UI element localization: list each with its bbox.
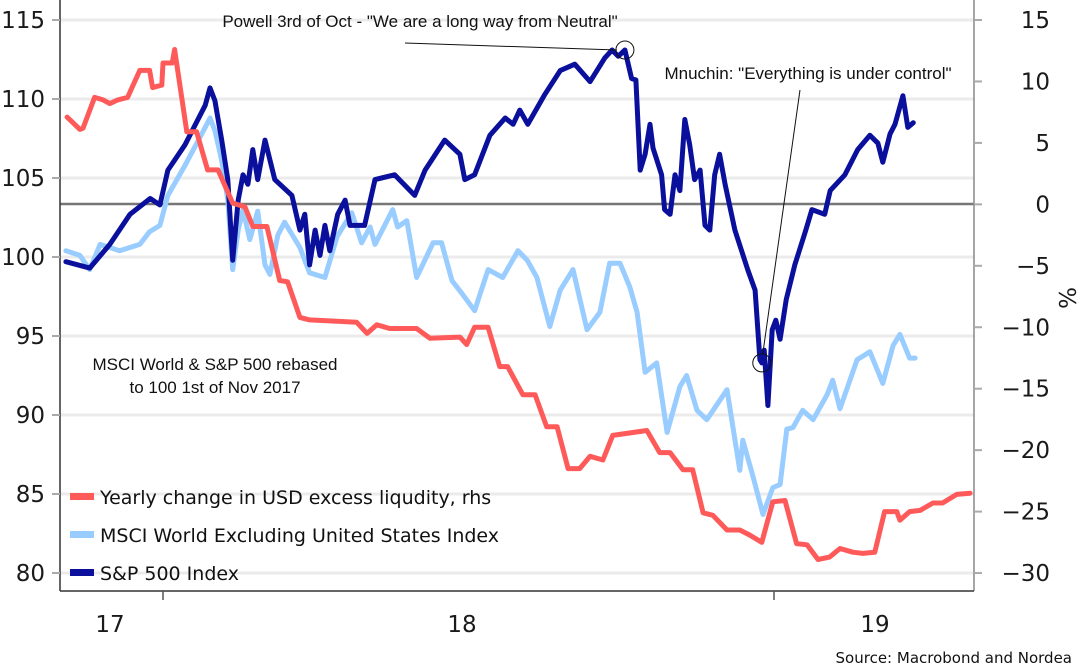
rebase-note-line-2: to 100 1st of Nov 2017 [129,378,300,397]
annotations: Powell 3rd of Oct - "We are a long way f… [222,12,952,373]
source-note: Source: Macrobond and Nordea [836,649,1072,667]
legend-swatch [70,531,94,538]
ticks: 11511010510095908580151050−5−10−15−20−25… [1,8,1050,638]
left-tick-label: 80 [16,561,45,587]
rebase-note-line-1: MSCI World & S&P 500 rebased [92,355,337,374]
annotation-mnuchin-marker [752,353,772,373]
right-tick-label: −15 [1001,377,1050,403]
annotation-powell: Powell 3rd of Oct - "We are a long way f… [222,12,617,31]
series-line-usd-liquidity [64,47,973,562]
legend-label: S&P 500 Index [100,563,239,585]
legend-label: MSCI World Excluding United States Index [100,525,499,547]
right-tick-label: −30 [1001,561,1050,587]
annotation-mnuchin-leader [762,89,801,354]
right-tick-label: −20 [1001,438,1050,464]
annotation-powell-leader [404,42,617,51]
left-tick-label: 85 [16,482,45,508]
series-group [63,47,973,562]
left-tick-label: 95 [16,324,45,350]
right-tick-label: 0 [1035,192,1050,218]
right-tick-label: −10 [1001,315,1050,341]
right-axis-label: % [1056,287,1080,309]
annotation-powell-marker [615,40,635,60]
legend-swatch [70,569,94,576]
right-tick-label: 15 [1021,8,1050,34]
left-tick-label: 100 [1,245,45,271]
left-tick-label: 115 [1,8,45,34]
legend: Yearly change in USD excess liqudity, rh… [70,487,499,585]
right-tick-label: −25 [1001,500,1050,526]
left-tick-label: 110 [1,87,45,113]
x-tick-label: 19 [860,612,889,638]
left-tick-label: 90 [16,403,45,429]
right-tick-label: 10 [1021,69,1050,95]
left-tick-label: 105 [1,166,45,192]
right-tick-label: −5 [1016,254,1050,280]
annotation-mnuchin: Mnuchin: "Everything is under control" [664,64,951,83]
legend-label: Yearly change in USD excess liqudity, rh… [99,487,491,509]
x-tick-label: 18 [447,612,476,638]
series-line-sp500 [63,47,916,408]
right-tick-label: 5 [1035,131,1050,157]
legend-swatch [70,493,94,500]
x-tick-label: 17 [95,612,124,638]
